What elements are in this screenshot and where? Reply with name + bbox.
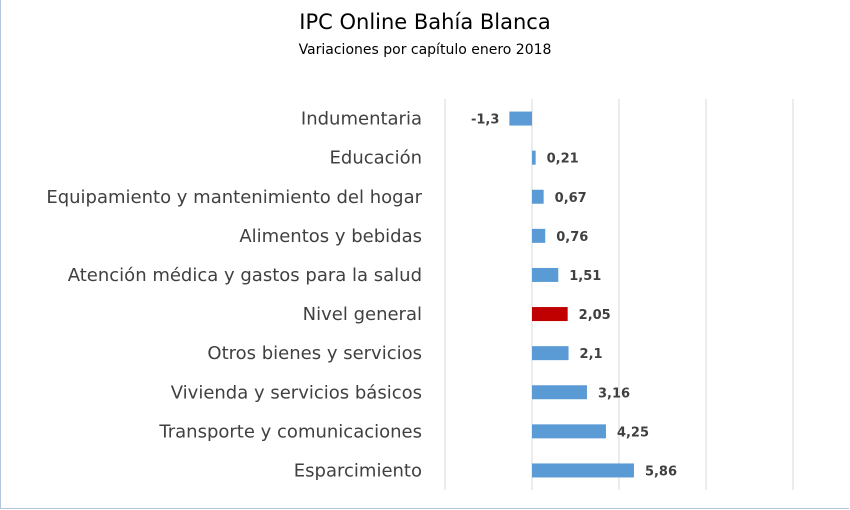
bars	[509, 111, 634, 478]
bar	[532, 463, 634, 478]
data-label: 5,86	[645, 464, 677, 479]
data-label: 1,51	[569, 269, 601, 284]
chart-subtitle: Variaciones por capítulo enero 2018	[298, 42, 552, 58]
data-label: 0,21	[547, 152, 579, 167]
category-label: Transporte y comunicaciones	[158, 421, 422, 442]
category-label: Alimentos y bebidas	[239, 226, 422, 247]
bar	[532, 150, 536, 165]
bar	[532, 385, 587, 400]
category-label: Nivel general	[303, 304, 422, 325]
bar	[532, 346, 569, 361]
chart-title: IPC Online Bahía Blanca	[299, 10, 551, 34]
data-label: 3,16	[598, 386, 630, 401]
bar	[509, 111, 532, 126]
data-label: 2,05	[579, 308, 611, 323]
category-label: Atención médica y gastos para la salud	[68, 265, 422, 286]
category-label: Indumentaria	[301, 109, 422, 130]
category-label: Equipamiento y mantenimiento del hogar	[46, 187, 422, 208]
category-labels: Indumentaria Educación Equipamiento y mant…	[46, 109, 422, 482]
data-label: 0,67	[555, 191, 587, 206]
bar	[532, 228, 546, 243]
data-label: 4,25	[617, 425, 649, 440]
data-labels: -1,3 0,21 0,67 0,76 1,51 2,05 2,1 3,16 4,25 5,86	[471, 113, 677, 480]
bar	[532, 267, 559, 282]
bar	[532, 424, 606, 439]
category-label: Otros bienes y servicios	[207, 343, 422, 364]
bar	[532, 307, 568, 322]
data-label: 0,76	[556, 230, 588, 245]
bar	[532, 189, 544, 204]
data-label: -1,3	[471, 113, 499, 128]
category-label: Esparcimiento	[294, 460, 422, 481]
data-label: 2,1	[580, 347, 603, 362]
category-label: Vivienda y servicios básicos	[171, 382, 422, 403]
category-label: Educación	[330, 148, 422, 169]
